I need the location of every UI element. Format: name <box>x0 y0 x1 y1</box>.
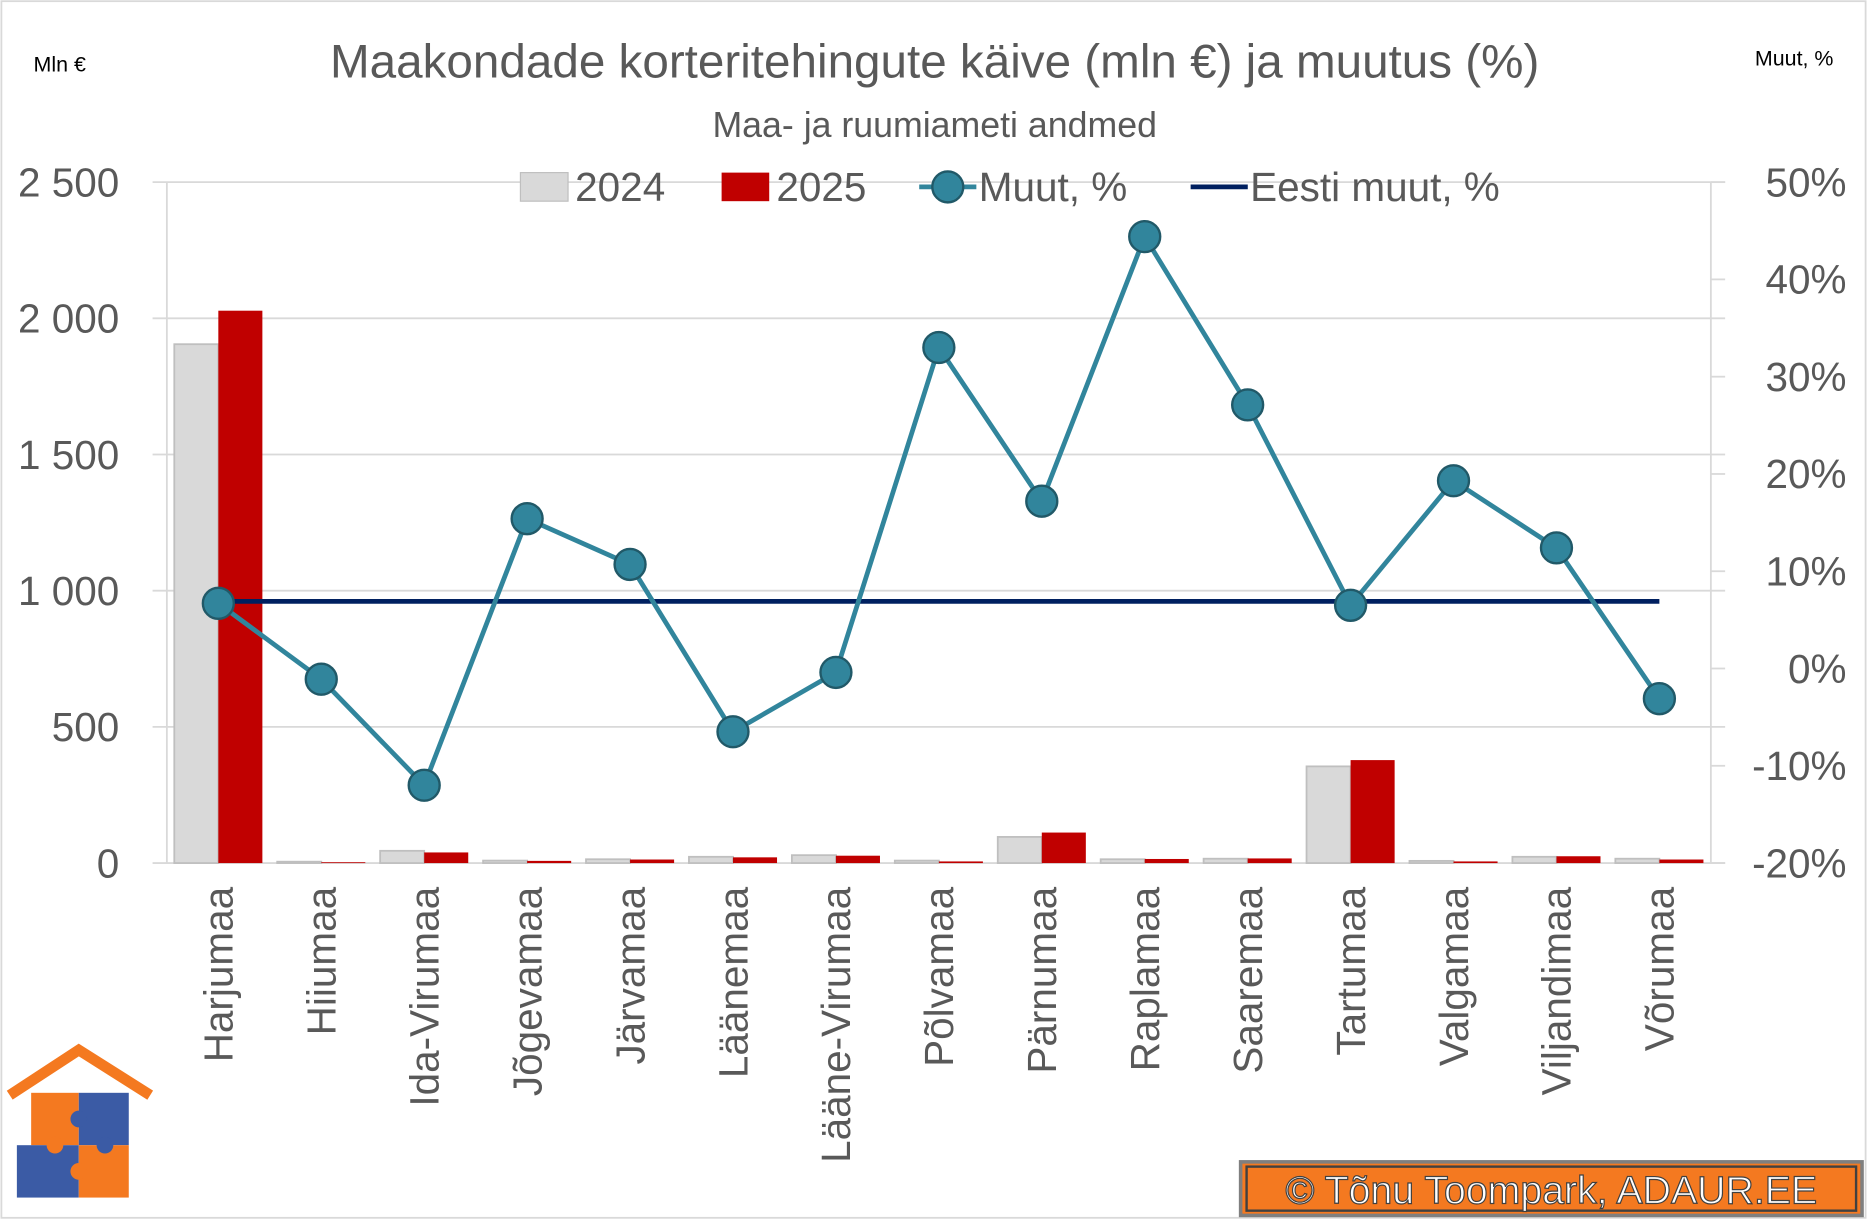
category-label: Saaremaa <box>1225 886 1271 1073</box>
category-label: Lääne-Virumaa <box>813 886 859 1162</box>
bar-2025 <box>1144 858 1189 864</box>
category-label: Harjumaa <box>196 886 242 1062</box>
category-label: Hiiumaa <box>299 886 345 1035</box>
left-tick-label: 2 000 <box>18 296 119 342</box>
lines <box>201 219 1677 802</box>
left-tick-label: 0 <box>97 840 120 886</box>
credit-box: © Tõnu Toompark, ADAUR.EE <box>1238 1160 1864 1218</box>
bar-2025 <box>1247 858 1292 864</box>
bar-2025 <box>938 861 983 864</box>
category-label: Valgamaa <box>1431 886 1477 1066</box>
left-tick-label: 1 000 <box>18 568 119 614</box>
bar-2025 <box>630 859 675 864</box>
muut-marker <box>407 768 441 802</box>
category-label: Ida-Virumaa <box>401 886 447 1106</box>
category-label: Võrumaa <box>1637 886 1683 1051</box>
right-tick-label: -20% <box>1752 840 1846 886</box>
bar-2024 <box>996 836 1043 864</box>
left-tick-label: 2 500 <box>18 159 119 205</box>
left-axis-label: Mln € <box>34 52 86 76</box>
category-label: Viljandimaa <box>1534 886 1580 1095</box>
muut-marker <box>1333 588 1368 622</box>
bar-2025 <box>1350 760 1395 864</box>
bar-2024 <box>688 855 734 864</box>
chart-subtitle: Maa- ja ruumiameti andmed <box>712 105 1156 145</box>
logo <box>2 1038 160 1217</box>
bar-2024 <box>1202 857 1249 864</box>
bar-2024 <box>790 854 837 864</box>
bar-2024 <box>1511 855 1558 864</box>
right-axis-label: Muut, % <box>1755 46 1834 70</box>
bar-2024 <box>482 859 529 864</box>
bar-2024 <box>276 860 323 864</box>
category-label: Läänemaa <box>710 886 756 1078</box>
bar-2025 <box>527 860 572 864</box>
right-tick-label: 10% <box>1766 549 1847 595</box>
legend-swatch-2024 <box>519 172 569 202</box>
muut-marker <box>1230 388 1265 422</box>
bar-2025 <box>1556 856 1601 864</box>
category-label: Järvamaa <box>607 886 653 1064</box>
bar-2025 <box>424 852 469 864</box>
axes: 0 500 1 000 1 500 2 000 2 500 -20% -10% 0% 10% 20%… <box>18 159 1847 1162</box>
legend-swatch-muut-marker <box>931 170 965 204</box>
category-label: Raplamaa <box>1122 886 1168 1071</box>
muut-marker <box>716 715 750 749</box>
bar-2024 <box>1408 859 1455 864</box>
bar-2025 <box>1453 861 1498 864</box>
bar-2024 <box>379 849 426 864</box>
left-tick-label: 500 <box>52 704 120 750</box>
legend-swatch-2025 <box>721 172 770 202</box>
left-tick-label: 1 500 <box>18 432 119 478</box>
bar-2024 <box>1305 765 1352 864</box>
muut-marker <box>1436 464 1471 498</box>
muut-marker <box>1025 484 1059 518</box>
right-tick-label: 30% <box>1766 354 1847 400</box>
category-label: Tartumaa <box>1328 886 1374 1055</box>
category-label: Pärnumaa <box>1019 886 1065 1073</box>
bar-2025 <box>321 862 366 864</box>
legend-label-2025: 2025 <box>776 164 866 210</box>
bar-2024 <box>893 859 940 864</box>
muut-marker <box>613 547 647 582</box>
muut-marker <box>201 586 235 621</box>
right-tick-label: 0% <box>1788 646 1847 692</box>
category-label: Jõgevamaa <box>504 886 550 1096</box>
bar-2025 <box>835 855 880 864</box>
muut-marker <box>304 662 338 696</box>
chart-title: Maakondade korteritehingute käive (mln €… <box>330 35 1539 88</box>
bar-2025 <box>732 857 778 864</box>
category-label: Põlvamaa <box>916 886 962 1066</box>
muut-marker <box>1128 219 1162 254</box>
muut-marker <box>510 502 544 536</box>
legend-label-muut: Muut, % <box>979 164 1127 210</box>
right-tick-label: -10% <box>1752 743 1846 789</box>
bar-2025 <box>1041 832 1086 864</box>
right-tick-label: 40% <box>1766 257 1847 303</box>
legend: 2024 2025 Muut, % Eesti muut, % <box>519 164 1500 210</box>
muut-marker <box>1539 531 1574 565</box>
credit-text: © Tõnu Toompark, ADAUR.EE <box>1286 1169 1818 1213</box>
bar-2024 <box>1614 857 1661 864</box>
muut-marker <box>819 655 853 690</box>
bar-2024 <box>585 858 631 864</box>
bar-2025 <box>1659 859 1704 864</box>
muut-marker <box>1642 682 1677 716</box>
right-tick-label: 20% <box>1766 451 1847 497</box>
legend-label-2024: 2024 <box>575 164 665 210</box>
right-tick-label: 50% <box>1766 159 1847 205</box>
bar-2024 <box>1099 858 1146 864</box>
legend-label-eesti: Eesti muut, % <box>1250 164 1500 210</box>
muut-marker <box>922 330 956 365</box>
bar-2025 <box>218 310 263 864</box>
